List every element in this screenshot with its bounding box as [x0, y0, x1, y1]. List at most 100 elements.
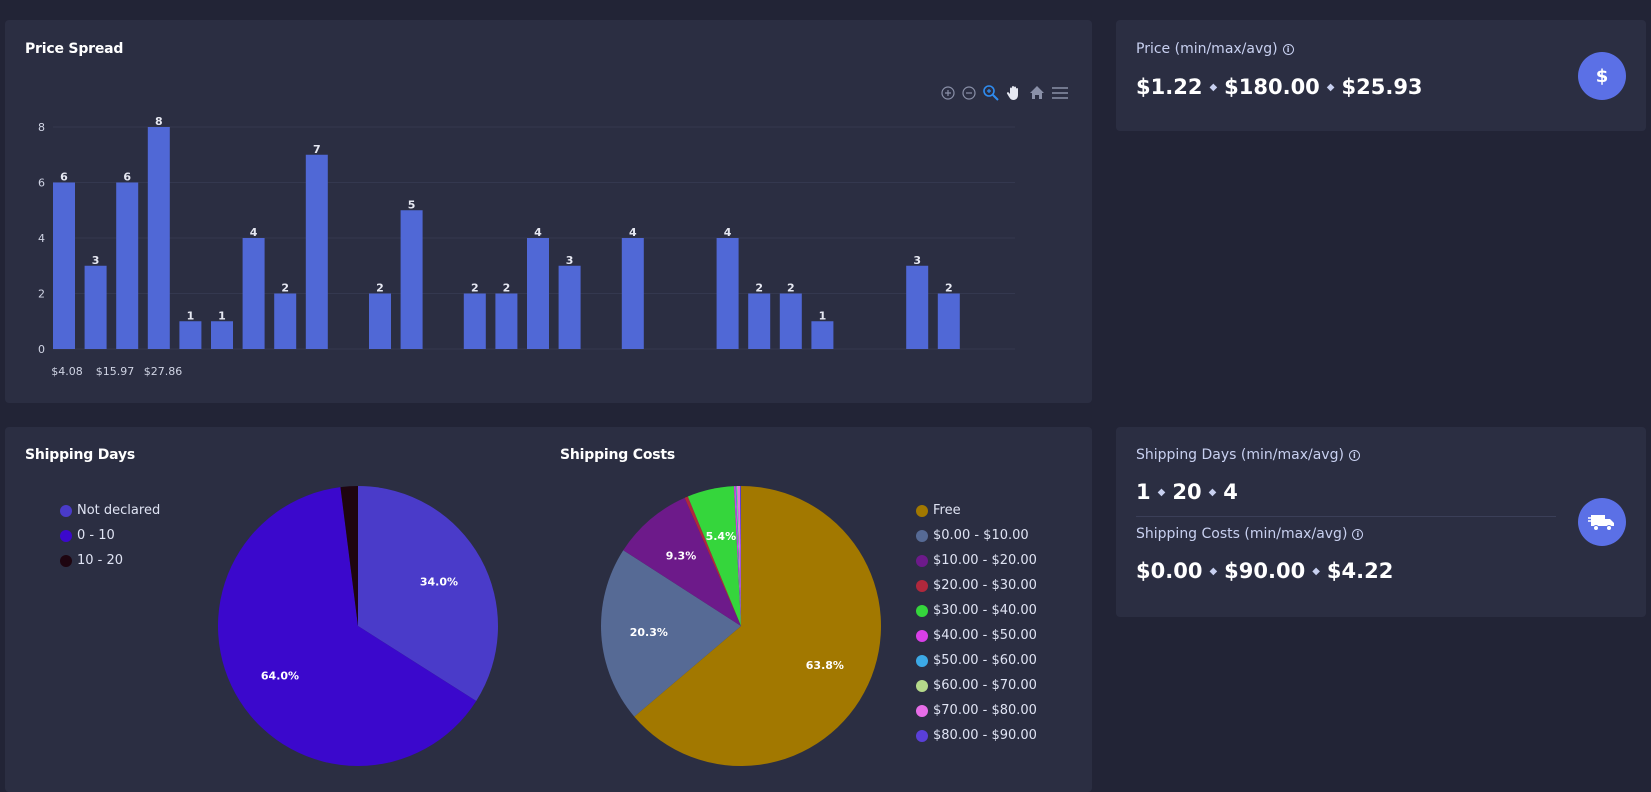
pie-slice-label: 20.3%	[630, 626, 668, 639]
info-icon[interactable]: i	[1348, 449, 1360, 461]
legend-item[interactable]: $40.00 - $50.00	[916, 623, 1037, 648]
bar[interactable]	[779, 293, 802, 350]
legend-item[interactable]: $20.00 - $30.00	[916, 573, 1037, 598]
info-icon[interactable]: i	[1282, 43, 1294, 55]
bar[interactable]	[53, 182, 75, 350]
shipping-costs-avg: $4.22	[1326, 559, 1394, 583]
bar[interactable]	[179, 321, 202, 349]
info-icon[interactable]: i	[1352, 528, 1364, 540]
bar-value-label: 4	[250, 226, 258, 239]
bar[interactable]	[305, 154, 328, 349]
separator-icon: ◆	[1326, 81, 1335, 93]
bar[interactable]	[621, 238, 644, 349]
price-stat-values: $1.22 ◆ $180.00 ◆ $25.93	[1136, 75, 1423, 99]
bar[interactable]	[937, 293, 960, 350]
legend-dot	[916, 504, 928, 517]
bar-value-label: 2	[503, 282, 511, 295]
y-tick-label: 2	[38, 288, 45, 301]
truck-icon	[1578, 498, 1626, 546]
legend-item[interactable]: $10.00 - $20.00	[916, 548, 1037, 573]
bar[interactable]	[400, 210, 423, 349]
menu-icon[interactable]	[1051, 84, 1069, 102]
pie-slice[interactable]	[737, 486, 741, 626]
pie-slice[interactable]	[601, 550, 741, 717]
pie-slice[interactable]	[340, 486, 358, 626]
bar-value-label: 3	[913, 254, 921, 267]
legend-dot	[916, 554, 928, 567]
shipping-days-max: 20	[1172, 480, 1202, 504]
shipping-costs-pie: 63.8% 20.3% 9.3% 5.4%	[601, 486, 881, 766]
price-avg-value: $25.93	[1341, 75, 1423, 99]
legend-item[interactable]: $50.00 - $60.00	[916, 648, 1037, 673]
bar[interactable]	[811, 321, 834, 349]
bar[interactable]	[495, 293, 518, 350]
legend-item[interactable]: $60.00 - $70.00	[916, 673, 1037, 698]
bar-value-label: 2	[281, 282, 289, 295]
bar-value-label: 3	[92, 254, 100, 267]
pie-slice[interactable]	[623, 497, 741, 626]
shipping-costs-stat-label: Shipping Costs (min/max/avg)	[1136, 526, 1348, 542]
legend-label: $10.00 - $20.00	[933, 553, 1037, 568]
legend-label: 10 - 20	[77, 553, 124, 568]
legend-label: $30.00 - $40.00	[933, 603, 1037, 618]
bar[interactable]	[716, 238, 739, 349]
legend-label: $40.00 - $50.00	[933, 628, 1037, 643]
pie-slice[interactable]	[733, 486, 741, 626]
legend-item[interactable]: 0 - 10	[60, 523, 160, 548]
bar[interactable]	[147, 127, 170, 349]
home-reset-icon[interactable]	[1028, 84, 1046, 102]
legend-dot	[916, 704, 928, 717]
pie-slice[interactable]	[684, 496, 741, 626]
shipping-costs-min: $0.00	[1136, 559, 1203, 583]
pie-slice[interactable]	[634, 486, 881, 766]
pie-slice[interactable]	[687, 486, 741, 626]
legend-item[interactable]: $70.00 - $80.00	[916, 698, 1037, 723]
zoom-in-icon[interactable]	[940, 85, 956, 101]
shipping-days-stat-label: Shipping Days (min/max/avg)	[1136, 447, 1344, 463]
bar-value-label: 2	[945, 282, 953, 295]
bar[interactable]	[116, 182, 139, 350]
pan-hand-icon[interactable]	[1005, 84, 1023, 102]
bar-value-label: 2	[787, 282, 795, 295]
bar[interactable]	[463, 293, 486, 350]
bar[interactable]	[211, 321, 233, 349]
legend-item[interactable]: 10 - 20	[60, 548, 160, 573]
bar[interactable]	[558, 265, 581, 349]
pie-slice[interactable]	[740, 486, 741, 626]
pie-slice[interactable]	[735, 486, 741, 626]
legend-label: Free	[933, 503, 961, 518]
chart-toolbar	[940, 84, 1069, 102]
legend-dot	[60, 529, 72, 542]
bar[interactable]	[369, 293, 391, 350]
legend-label: $60.00 - $70.00	[933, 678, 1037, 693]
zoom-out-icon[interactable]	[961, 85, 977, 101]
legend-dot	[916, 679, 928, 692]
legend-item[interactable]: Free	[916, 498, 1037, 523]
bar[interactable]	[906, 265, 929, 349]
bar[interactable]	[274, 293, 297, 350]
pie-slice[interactable]	[736, 486, 741, 626]
bar[interactable]	[242, 238, 265, 349]
bar[interactable]	[84, 265, 107, 349]
y-tick-label: 6	[38, 177, 45, 190]
legend-item[interactable]: $80.00 - $90.00	[916, 723, 1037, 748]
legend-item[interactable]: Not declared	[60, 498, 160, 523]
bar-value-label: 2	[471, 282, 479, 295]
bar-value-label: 1	[819, 309, 827, 322]
shipping-costs-values: $0.00 ◆ $90.00 ◆ $4.22	[1136, 559, 1393, 583]
shipping-costs-legend: Free $0.00 - $10.00 $10.00 - $20.00 $20.…	[916, 498, 1037, 748]
legend-item[interactable]: $30.00 - $40.00	[916, 598, 1037, 623]
selection-zoom-icon[interactable]	[982, 84, 1000, 102]
bar[interactable]	[527, 238, 549, 349]
bar-value-label: 6	[123, 171, 131, 184]
bar-value-label: 4	[629, 226, 637, 239]
pie-slice[interactable]	[358, 486, 498, 702]
price-min-value: $1.22	[1136, 75, 1203, 99]
bar[interactable]	[748, 293, 771, 350]
shipping-costs-max: $90.00	[1224, 559, 1306, 583]
pie-slice[interactable]	[217, 487, 477, 766]
legend-item[interactable]: $0.00 - $10.00	[916, 523, 1037, 548]
bar-value-label: 8	[155, 115, 163, 128]
y-tick-label: 8	[38, 121, 45, 134]
pie-slice-label: 34.0%	[420, 575, 458, 588]
